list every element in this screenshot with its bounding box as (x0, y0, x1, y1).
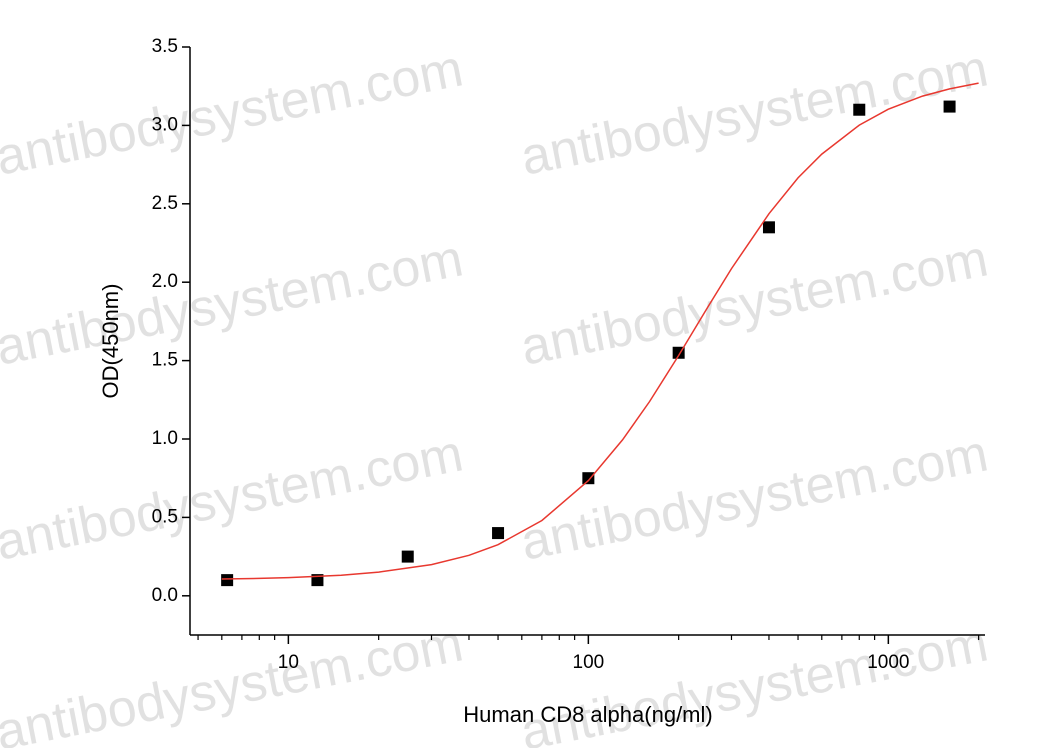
y-tick-label: 1.5 (152, 350, 178, 371)
data-point (582, 472, 595, 485)
y-tick-label: 1.0 (152, 428, 178, 449)
fit-curve (221, 82, 979, 580)
y-tick-label: 3.0 (152, 114, 178, 135)
data-point (943, 100, 956, 113)
y-tick-label: 2.5 (152, 193, 178, 214)
x-tick-label: 10 (278, 652, 299, 673)
x-tick-label: 1000 (867, 652, 909, 673)
data-point (401, 550, 414, 563)
x-axis-title: Human CD8 alpha(ng/ml) (463, 702, 712, 727)
watermark: antibodysystem.com (0, 424, 468, 571)
data-point (853, 103, 866, 116)
plot-area: 0.0 0.5 1.0 1.5 2.0 2.5 3.0 3.5 10 100 1000 (152, 36, 985, 673)
y-tick-label: 3.5 (152, 36, 178, 57)
y-axis-title: OD(450nm) (98, 284, 123, 399)
data-point (492, 527, 505, 540)
x-tick-label: 100 (573, 652, 605, 673)
watermark: antibodysystem.com (0, 229, 468, 376)
watermark: antibodysystem.com (516, 229, 992, 376)
y-tick-label: 0.5 (152, 506, 178, 527)
y-tick-label: 2.0 (152, 271, 178, 292)
data-point (762, 221, 775, 234)
data-point (221, 574, 234, 587)
watermark: antibodysystem.com (0, 39, 468, 186)
watermark: antibodysystem.com (516, 424, 992, 571)
watermark: antibodysystem.com (516, 39, 992, 186)
y-tick-label: 0.0 (152, 585, 178, 606)
